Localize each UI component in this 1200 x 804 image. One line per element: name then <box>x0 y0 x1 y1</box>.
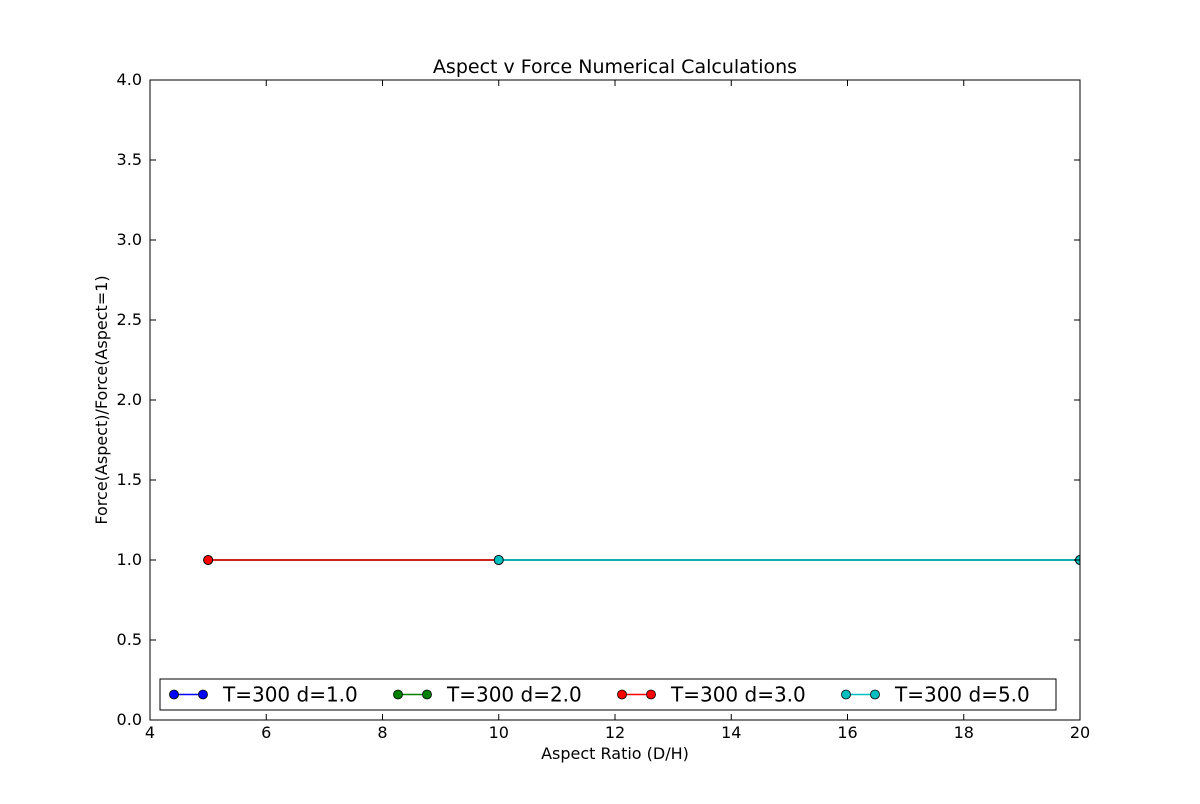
y-tick-label: 3.0 <box>117 230 142 249</box>
y-tick-label: 2.0 <box>117 390 142 409</box>
y-axis-title: Force(Aspect)/Force(Aspect=1) <box>92 275 111 524</box>
legend-label-1: T=300 d=1.0 <box>222 683 358 707</box>
legend-marker-4 <box>870 689 880 700</box>
x-tick-label: 18 <box>954 723 974 742</box>
axis-ticks: 4 6 8 10 12 14 16 18 20 0.0 0.5 1.0 1.5 2.0 2.5 3.0 3.5 4… <box>117 70 1091 742</box>
y-tick-label: 2.5 <box>117 310 142 329</box>
x-tick-label: 12 <box>605 723 625 742</box>
x-tick-label: 10 <box>489 723 509 742</box>
legend-marker-2 <box>422 689 432 700</box>
x-tick-label: 16 <box>837 723 857 742</box>
legend-marker-1 <box>169 689 179 700</box>
series-4-point-1 <box>493 555 504 565</box>
legend: T=300 d=1.0 T=300 d=2.0 T=300 d=3.0 T=300 d… <box>159 678 1057 711</box>
legend-label-3: T=300 d=3.0 <box>670 683 806 707</box>
y-tick-label: 1.0 <box>117 550 142 569</box>
series-3-point-1 <box>203 555 214 565</box>
x-tick-label: 4 <box>145 723 155 742</box>
x-tick-label: 6 <box>261 723 271 742</box>
legend-label-2: T=300 d=2.0 <box>446 683 582 707</box>
chart-title: Aspect v Force Numerical Calculations <box>433 56 797 78</box>
plot-area <box>203 555 1080 565</box>
y-tick-label: 0.0 <box>117 710 142 729</box>
y-tick-label: 4.0 <box>117 70 142 89</box>
y-tick-label: 1.5 <box>117 470 142 489</box>
legend-box <box>159 678 1057 711</box>
legend-marker-3 <box>617 689 627 700</box>
legend-marker-1 <box>198 689 208 700</box>
legend-marker-2 <box>393 689 403 700</box>
x-tick-label: 8 <box>377 723 387 742</box>
x-tick-label: 20 <box>1070 723 1090 742</box>
plot-frame <box>149 79 1081 721</box>
x-tick-label: 14 <box>721 723 741 742</box>
x-axis-title: Aspect Ratio (D/H) <box>541 744 689 763</box>
y-tick-label: 0.5 <box>117 630 142 649</box>
y-tick-label: 3.5 <box>117 150 142 169</box>
legend-marker-3 <box>646 689 656 700</box>
legend-label-4: T=300 d=5.0 <box>894 683 1030 707</box>
legend-marker-4 <box>841 689 851 700</box>
